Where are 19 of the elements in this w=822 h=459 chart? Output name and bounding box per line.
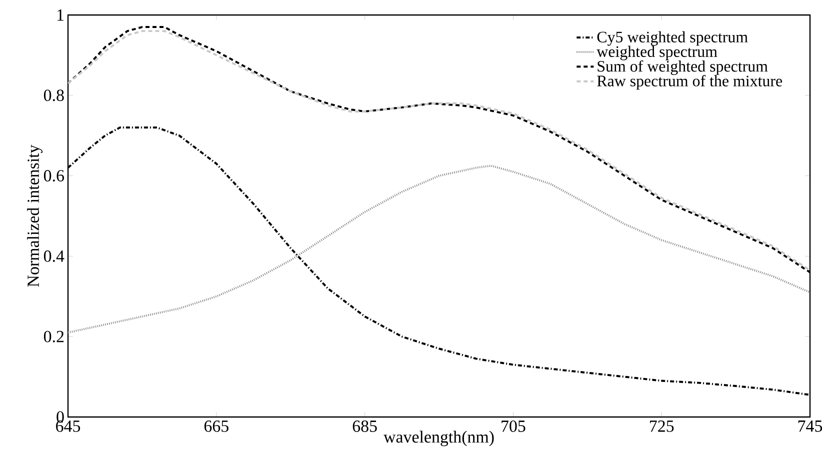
legend-label: Cy5 weighted spectrum — [597, 31, 748, 46]
y-tick-label: 0.6 — [44, 170, 64, 182]
x-tick-label: 725 — [650, 420, 674, 432]
x-tick-label: 685 — [352, 420, 377, 432]
y-axis-title: Normalized intensity — [27, 144, 42, 287]
line-series — [68, 164, 810, 334]
legend-label: Raw spectrum of the mixture — [597, 75, 782, 90]
x-tick-label: 705 — [502, 420, 526, 432]
y-tick-label: 0.2 — [44, 330, 64, 342]
y-tick-label: 0.4 — [44, 250, 64, 262]
x-tick-label: 745 — [798, 420, 822, 432]
x-tick-label: 645 — [56, 420, 80, 432]
legend-label: weighted spectrum — [596, 46, 718, 60]
x-axis-title: wavelength(nm) — [384, 430, 494, 446]
y-tick-label: 0 — [56, 411, 64, 423]
y-tick-label: 1 — [58, 9, 64, 21]
legend-label: Sum of weighted spectrum — [598, 60, 768, 75]
x-tick-label: 665 — [204, 420, 228, 432]
y-tick-label: 0.8 — [44, 90, 64, 102]
